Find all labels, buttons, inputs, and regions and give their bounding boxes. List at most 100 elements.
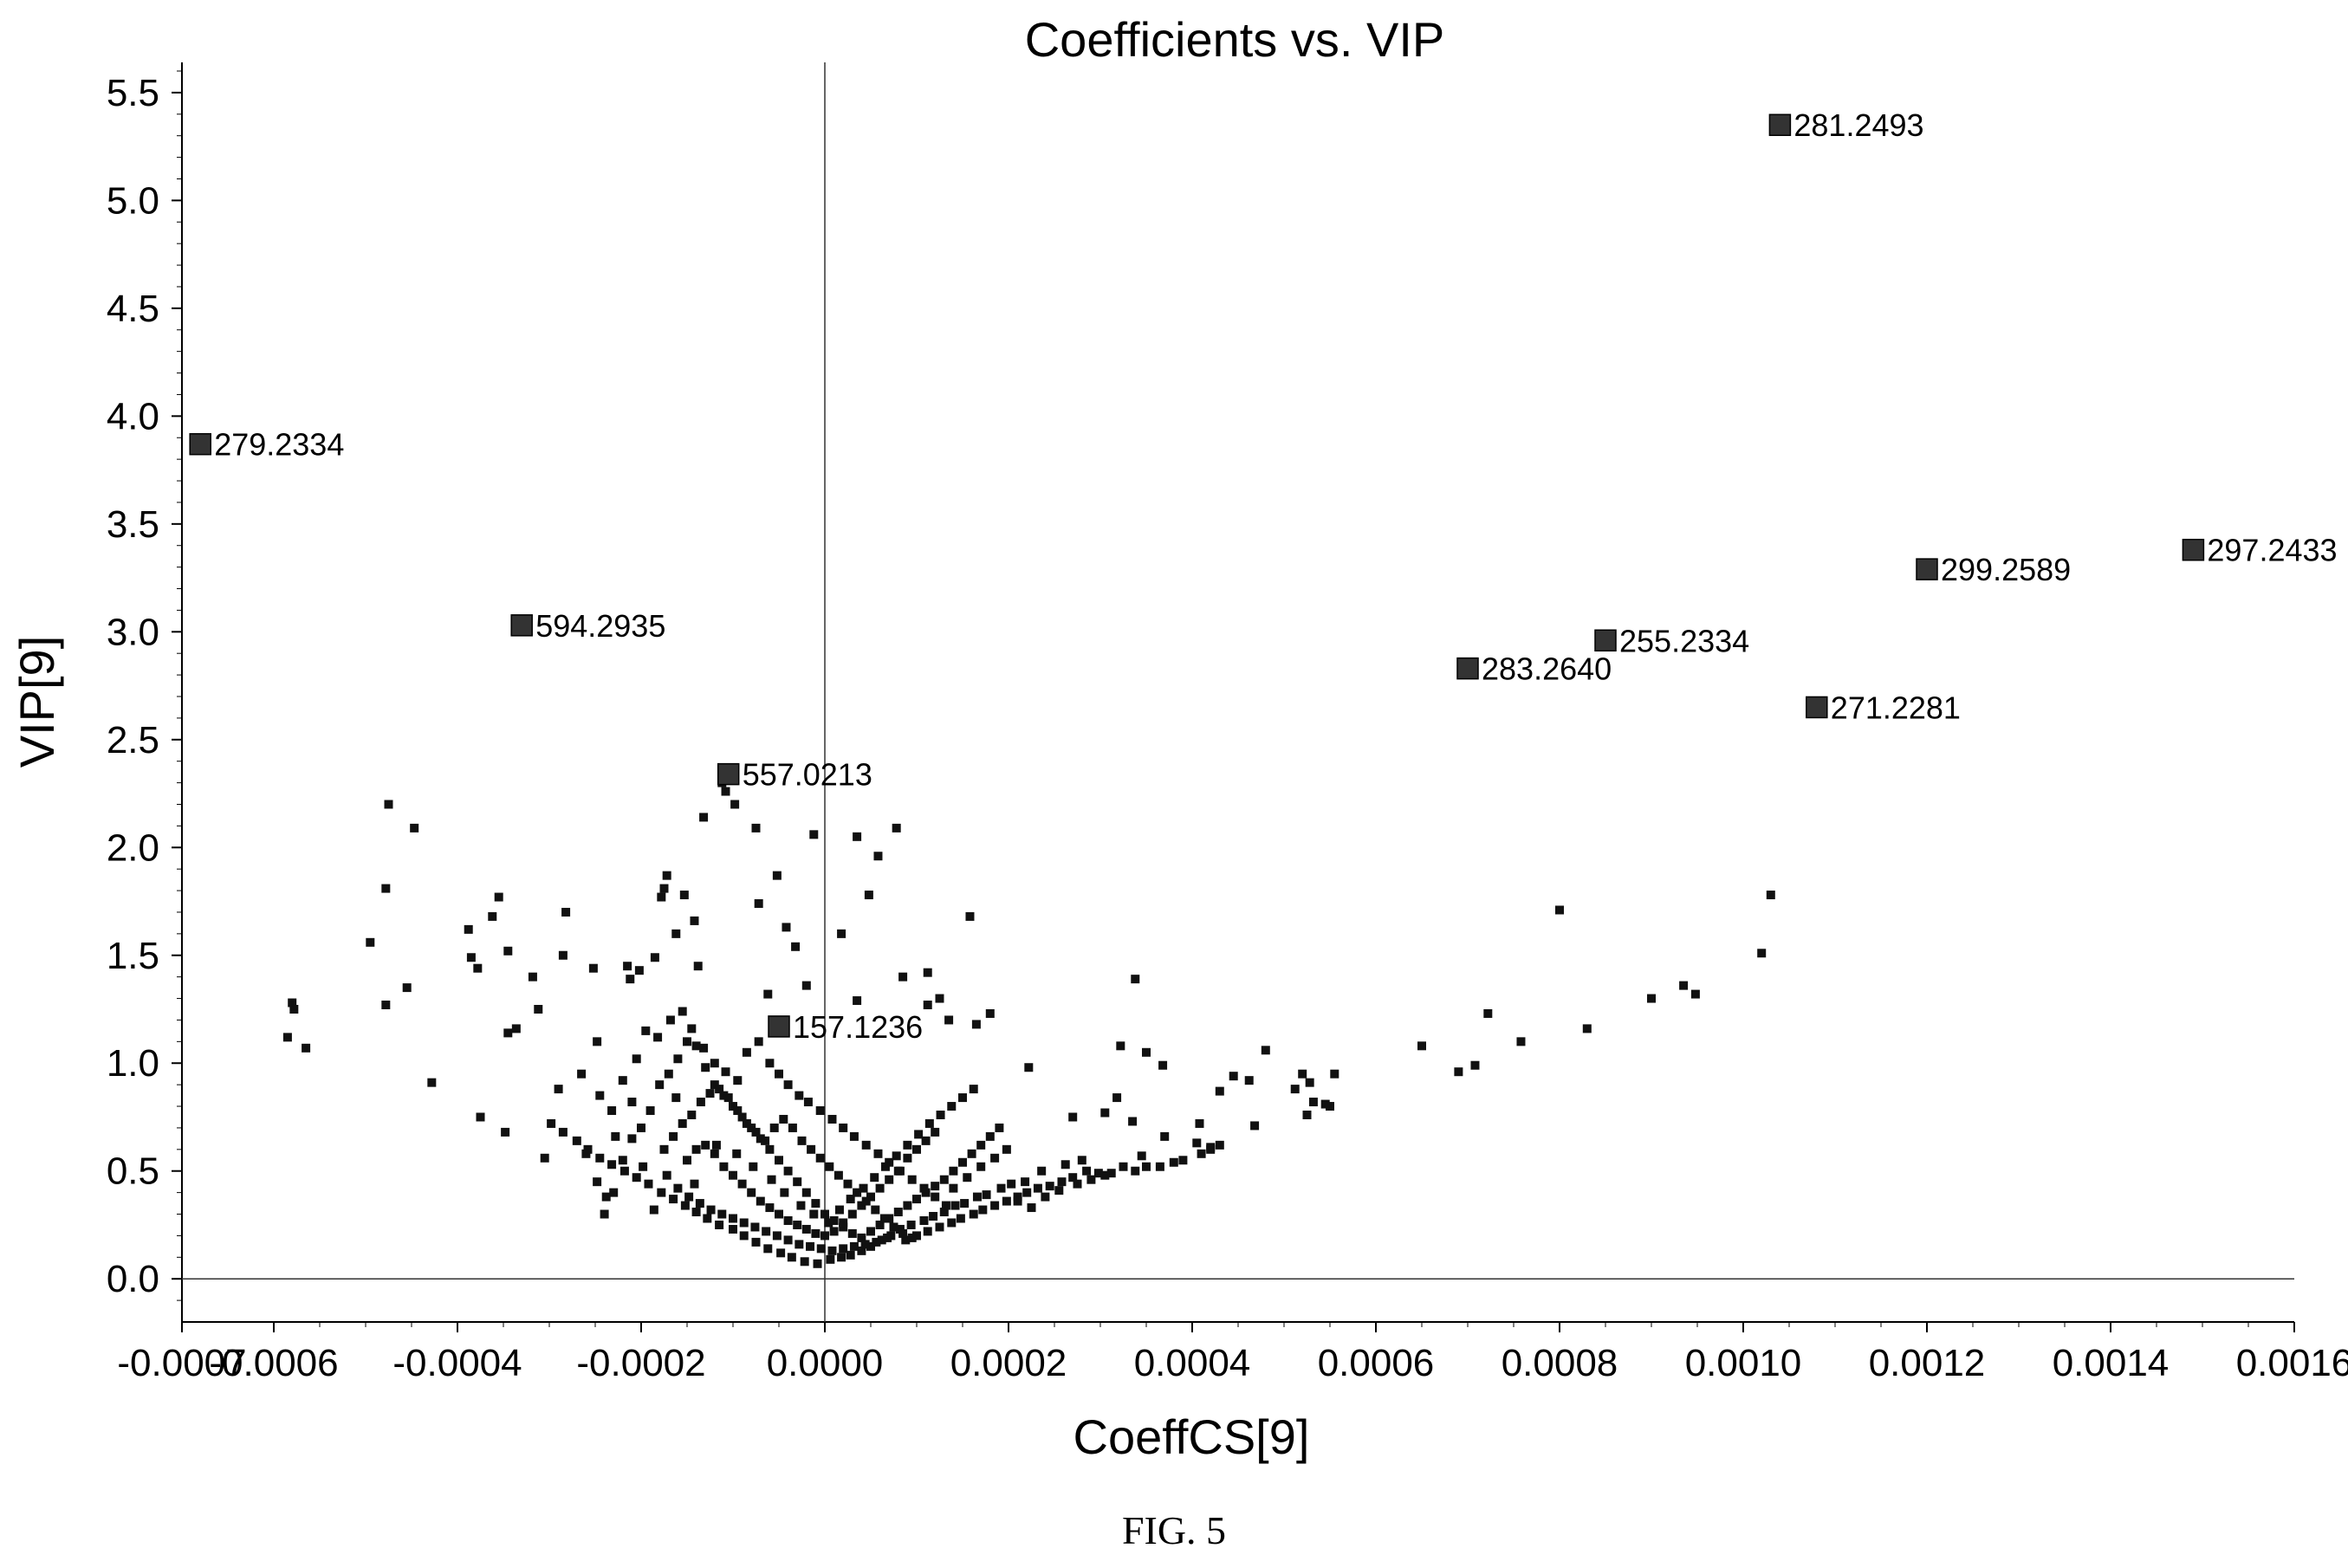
y-tick-label: 3.0 [107, 611, 159, 653]
data-point [680, 1201, 690, 1210]
data-point [978, 1205, 988, 1215]
data-point [464, 924, 473, 934]
data-point [710, 1059, 719, 1068]
data-point [849, 1131, 859, 1141]
data-point [1215, 1140, 1224, 1150]
data-point [1326, 1102, 1334, 1111]
data-point [1116, 1041, 1125, 1051]
data-point [302, 1043, 311, 1053]
data-point [797, 1136, 807, 1145]
data-point [801, 981, 811, 990]
data-point [990, 1201, 1000, 1210]
data-point [593, 1177, 602, 1187]
data-point [699, 813, 709, 822]
data-point [427, 1078, 437, 1087]
data-point [947, 1218, 957, 1228]
data-point [763, 989, 773, 999]
data-point [907, 1175, 917, 1184]
data-point [715, 1085, 724, 1094]
data-point [827, 1246, 837, 1255]
data-point [853, 832, 862, 841]
data-point [906, 1220, 916, 1229]
data-point [826, 1254, 835, 1264]
data-point [782, 923, 791, 932]
data-point [821, 1231, 829, 1241]
data-point [1330, 1069, 1339, 1079]
data-point [1137, 1151, 1146, 1161]
data-point [1100, 1170, 1110, 1180]
data-point [912, 1195, 921, 1204]
data-point [775, 1069, 783, 1079]
data-point [853, 1188, 862, 1197]
data-point [710, 1080, 719, 1090]
data-point [528, 972, 537, 982]
data-point [877, 1235, 886, 1245]
chart-svg: Coefficients vs. VIP -0.0007-0.0006 -0.00… [10, 12, 2348, 1464]
data-point [936, 1110, 945, 1119]
data-point [809, 1209, 819, 1219]
data-point [701, 1140, 710, 1150]
data-point [1320, 1099, 1330, 1109]
data-point [892, 823, 901, 833]
data-point [985, 1008, 995, 1018]
data-point [857, 1246, 866, 1255]
data-point [839, 1123, 848, 1132]
data-point [657, 1188, 666, 1197]
data-point [901, 1235, 911, 1245]
data-point [929, 1212, 938, 1221]
data-point [623, 962, 632, 971]
data-point [864, 891, 873, 900]
data-point [1119, 1162, 1128, 1171]
x-tick-label: 0.0004 [1134, 1342, 1251, 1384]
chart-title: Coefficients vs. VIP [1025, 12, 1445, 67]
data-point [788, 1123, 797, 1132]
data-point [1647, 994, 1656, 1003]
x-tick-label: 0.0016 [2236, 1342, 2348, 1384]
y-tick-label: 5.0 [107, 179, 159, 222]
data-point [769, 1123, 779, 1132]
x-tick-label: 0.0012 [1869, 1342, 1986, 1384]
data-point [1131, 1166, 1140, 1176]
y-tick-label: 0.0 [107, 1258, 159, 1300]
data-point [872, 1237, 881, 1247]
data-point [1555, 905, 1564, 915]
data-point [739, 1231, 749, 1241]
data-point [791, 942, 801, 951]
data-point [803, 1098, 813, 1107]
data-point [742, 1047, 751, 1057]
data-point [662, 871, 671, 880]
data-point [811, 1199, 821, 1208]
data-point [976, 1140, 986, 1150]
data-point [801, 1224, 811, 1234]
data-point [683, 1037, 691, 1046]
data-point [767, 1175, 776, 1184]
point-label: 594.2935 [535, 608, 665, 644]
data-point [849, 1241, 859, 1251]
data-point [488, 911, 497, 921]
data-point [751, 1127, 761, 1137]
data-point [825, 1162, 834, 1171]
highlighted-point [1916, 558, 1938, 580]
data-point [627, 1098, 637, 1107]
data-point [719, 1091, 729, 1100]
data-point [706, 1205, 716, 1215]
data-point [923, 1227, 932, 1236]
data-point [611, 1131, 620, 1141]
data-point [931, 1192, 940, 1202]
data-point [572, 1136, 581, 1145]
data-point [739, 1218, 749, 1228]
data-point [1060, 1160, 1070, 1170]
data-point [969, 1085, 978, 1094]
data-point [678, 1007, 687, 1016]
data-point [1045, 1182, 1054, 1191]
data-point [751, 823, 761, 833]
highlighted-point [1594, 629, 1617, 652]
data-point [747, 1188, 756, 1197]
data-point [503, 946, 513, 956]
data-point [843, 1179, 853, 1189]
data-point [873, 852, 883, 861]
data-point [1142, 1162, 1151, 1171]
highlighted-point [510, 614, 533, 637]
y-tick-label: 2.0 [107, 826, 159, 869]
data-point [783, 1166, 793, 1176]
